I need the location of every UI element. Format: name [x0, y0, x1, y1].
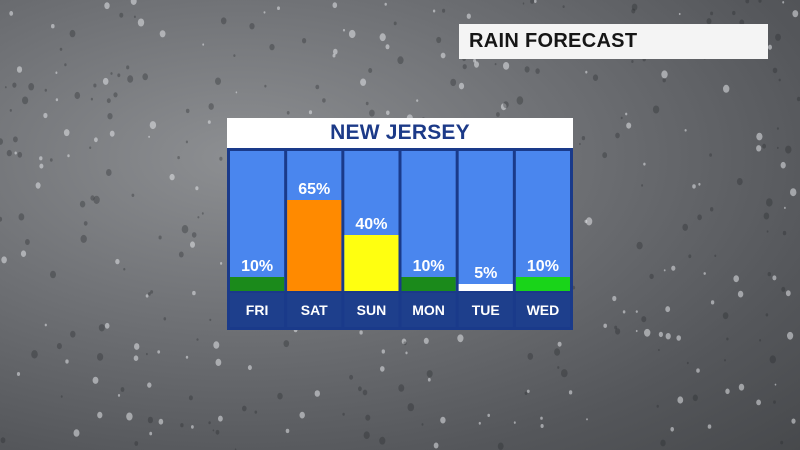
rain-forecast-banner: RAIN FORECAST [459, 24, 768, 59]
value-label-sat: 65% [298, 181, 330, 198]
day-cell [458, 293, 513, 327]
day-label-wed: WED [527, 302, 560, 318]
bar-tue [458, 284, 513, 291]
rain-chance-chart: 10% FRI 65% SAT 40% SUN 10% MON 5% TUE 10% WED [230, 151, 570, 327]
column-background [230, 151, 285, 291]
column-background [458, 151, 513, 291]
value-label-tue: 5% [474, 265, 497, 282]
value-label-mon: 10% [413, 258, 445, 275]
day-label-tue: TUE [472, 302, 500, 318]
forecast-panel: NEW JERSEY 10% FRI 65% SAT 40% SUN 10% MON 5% TUE… [227, 118, 573, 330]
day-cell [344, 293, 399, 327]
day-cell [287, 293, 342, 327]
bar-sun [344, 235, 399, 291]
bar-mon [401, 277, 456, 291]
day-label-sun: SUN [357, 302, 387, 318]
panel-header: NEW JERSEY [227, 118, 573, 148]
day-cell [515, 293, 570, 327]
value-label-fri: 10% [241, 258, 273, 275]
value-label-wed: 10% [527, 258, 559, 275]
day-label-mon: MON [412, 302, 445, 318]
column-background [515, 151, 570, 291]
day-cell [401, 293, 456, 327]
bar-sat [287, 200, 342, 291]
bar-fri [230, 277, 285, 291]
day-label-sat: SAT [301, 302, 328, 318]
value-label-sun: 40% [355, 216, 387, 233]
bar-wed [515, 277, 570, 291]
day-cell [230, 293, 285, 327]
column-background [401, 151, 456, 291]
chart-title: NEW JERSEY [330, 121, 470, 144]
banner-title: RAIN FORECAST [469, 30, 638, 52]
day-label-fri: FRI [246, 302, 269, 318]
